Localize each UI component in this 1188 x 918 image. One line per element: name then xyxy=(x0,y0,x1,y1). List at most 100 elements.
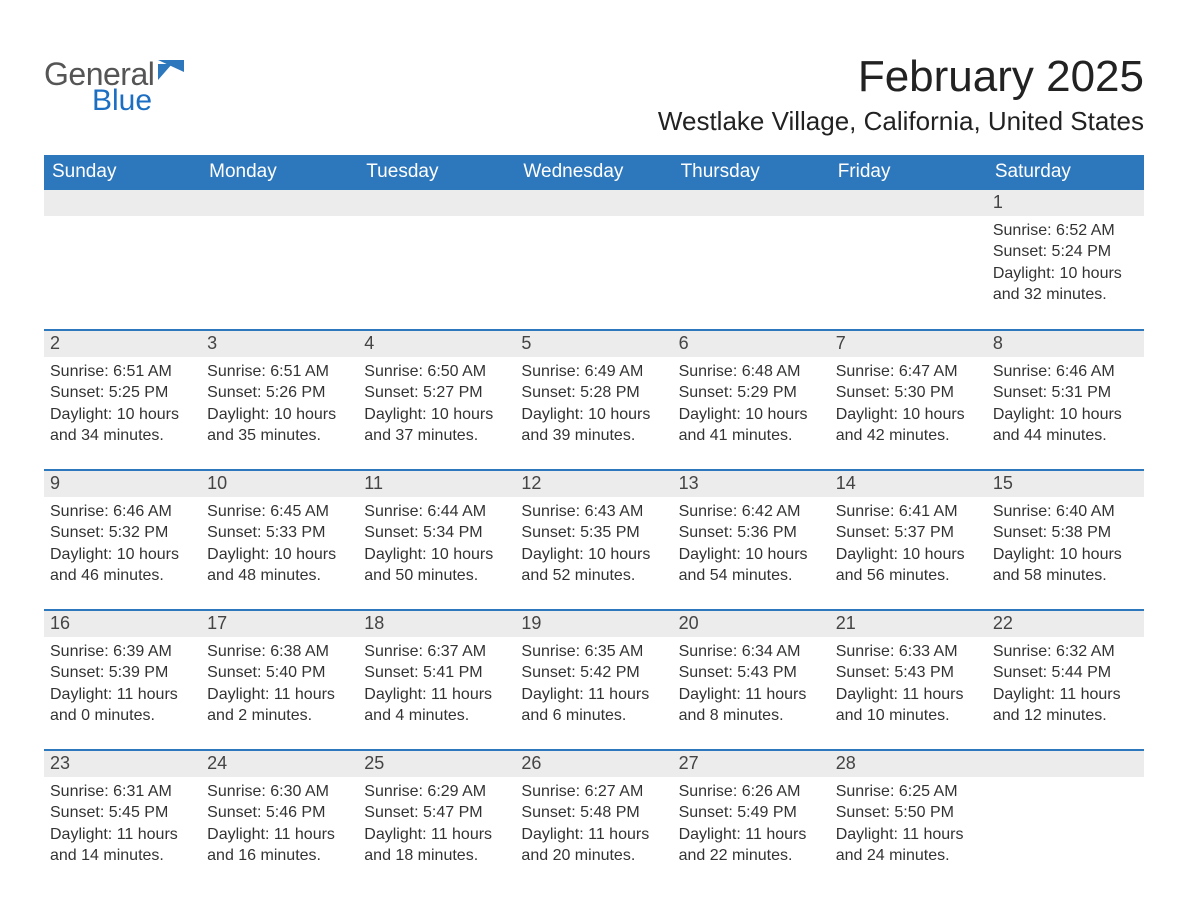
daylight: Daylight: 11 hours and 14 minutes. xyxy=(50,824,195,867)
sunrise: Sunrise: 6:44 AM xyxy=(364,501,509,523)
calendar-week: 1Sunrise: 6:52 AMSunset: 5:24 PMDaylight… xyxy=(44,190,1144,330)
daylight: Daylight: 11 hours and 6 minutes. xyxy=(521,684,666,727)
calendar-day: 10Sunrise: 6:45 AMSunset: 5:33 PMDayligh… xyxy=(201,470,358,610)
day-number: 12 xyxy=(515,471,672,497)
sunrise: Sunrise: 6:38 AM xyxy=(207,641,352,663)
day-number xyxy=(515,190,672,216)
day-details: Sunrise: 6:46 AMSunset: 5:31 PMDaylight:… xyxy=(987,357,1144,447)
sunrise: Sunrise: 6:42 AM xyxy=(679,501,824,523)
daylight: Daylight: 11 hours and 10 minutes. xyxy=(836,684,981,727)
title-block: February 2025 Westlake Village, Californ… xyxy=(658,40,1144,155)
sunrise: Sunrise: 6:43 AM xyxy=(521,501,666,523)
logo: General Blue xyxy=(44,40,192,118)
day-number: 25 xyxy=(358,751,515,777)
sunset: Sunset: 5:35 PM xyxy=(521,522,666,544)
daylight: Daylight: 10 hours and 44 minutes. xyxy=(993,404,1138,447)
day-details: Sunrise: 6:35 AMSunset: 5:42 PMDaylight:… xyxy=(515,637,672,727)
day-details: Sunrise: 6:33 AMSunset: 5:43 PMDaylight:… xyxy=(830,637,987,727)
day-number: 9 xyxy=(44,471,201,497)
daylight: Daylight: 10 hours and 37 minutes. xyxy=(364,404,509,447)
day-details: Sunrise: 6:34 AMSunset: 5:43 PMDaylight:… xyxy=(673,637,830,727)
daylight: Daylight: 10 hours and 54 minutes. xyxy=(679,544,824,587)
location: Westlake Village, California, United Sta… xyxy=(658,106,1144,137)
day-number xyxy=(201,190,358,216)
calendar-day: 7Sunrise: 6:47 AMSunset: 5:30 PMDaylight… xyxy=(830,330,987,470)
day-number xyxy=(830,190,987,216)
day-details: Sunrise: 6:31 AMSunset: 5:45 PMDaylight:… xyxy=(44,777,201,867)
day-details: Sunrise: 6:45 AMSunset: 5:33 PMDaylight:… xyxy=(201,497,358,587)
daylight: Daylight: 10 hours and 39 minutes. xyxy=(521,404,666,447)
daylight: Daylight: 11 hours and 0 minutes. xyxy=(50,684,195,727)
calendar-day: 3 Sunrise: 6:51 AMSunset: 5:26 PMDaylight… xyxy=(201,330,358,470)
sunset: Sunset: 5:38 PM xyxy=(993,522,1138,544)
month-title: February 2025 xyxy=(658,52,1144,102)
sunrise: Sunrise: 6:49 AM xyxy=(521,361,666,383)
day-number: 7 xyxy=(830,331,987,357)
daylight: Daylight: 11 hours and 4 minutes. xyxy=(364,684,509,727)
calendar-day: 20Sunrise: 6:34 AMSunset: 5:43 PMDayligh… xyxy=(673,610,830,750)
sunset: Sunset: 5:27 PM xyxy=(364,382,509,404)
sunset: Sunset: 5:26 PM xyxy=(207,382,352,404)
logo-blue-text: Blue xyxy=(92,84,154,118)
daylight: Daylight: 10 hours and 34 minutes. xyxy=(50,404,195,447)
day-number: 21 xyxy=(830,611,987,637)
sunset: Sunset: 5:24 PM xyxy=(993,241,1138,263)
day-number: 3 xyxy=(201,331,358,357)
calendar-day: 6Sunrise: 6:48 AMSunset: 5:29 PMDaylight… xyxy=(673,330,830,470)
day-details: Sunrise: 6:50 AMSunset: 5:27 PMDaylight:… xyxy=(358,357,515,447)
day-number: 24 xyxy=(201,751,358,777)
sunrise: Sunrise: 6:31 AM xyxy=(50,781,195,803)
daylight: Daylight: 10 hours and 48 minutes. xyxy=(207,544,352,587)
sunrise: Sunrise: 6:29 AM xyxy=(364,781,509,803)
sunset: Sunset: 5:48 PM xyxy=(521,802,666,824)
day-details: Sunrise: 6:27 AMSunset: 5:48 PMDaylight:… xyxy=(515,777,672,867)
calendar-day: 17Sunrise: 6:38 AMSunset: 5:40 PMDayligh… xyxy=(201,610,358,750)
day-number: 23 xyxy=(44,751,201,777)
calendar-day: 25Sunrise: 6:29 AMSunset: 5:47 PMDayligh… xyxy=(358,750,515,890)
calendar-day: 24Sunrise: 6:30 AMSunset: 5:46 PMDayligh… xyxy=(201,750,358,890)
sunset: Sunset: 5:39 PM xyxy=(50,662,195,684)
sunset: Sunset: 5:37 PM xyxy=(836,522,981,544)
day-details: Sunrise: 6:49 AMSunset: 5:28 PMDaylight:… xyxy=(515,357,672,447)
weekday-header: Tuesday xyxy=(358,155,515,190)
sunrise: Sunrise: 6:37 AM xyxy=(364,641,509,663)
calendar-day: 8Sunrise: 6:46 AMSunset: 5:31 PMDaylight… xyxy=(987,330,1144,470)
day-details: Sunrise: 6:42 AMSunset: 5:36 PMDaylight:… xyxy=(673,497,830,587)
calendar-day: 11 Sunrise: 6:44 AMSunset: 5:34 PMDayligh… xyxy=(358,470,515,610)
weekday-header: Sunday xyxy=(44,155,201,190)
day-details: Sunrise: 6:48 AMSunset: 5:29 PMDaylight:… xyxy=(673,357,830,447)
day-number: 14 xyxy=(830,471,987,497)
daylight: Daylight: 11 hours and 24 minutes. xyxy=(836,824,981,867)
daylight: Daylight: 10 hours and 56 minutes. xyxy=(836,544,981,587)
day-details: Sunrise: 6:32 AMSunset: 5:44 PMDaylight:… xyxy=(987,637,1144,727)
day-details: Sunrise: 6:30 AMSunset: 5:46 PMDaylight:… xyxy=(201,777,358,867)
sunrise: Sunrise: 6:51 AM xyxy=(207,361,352,383)
day-number: 6 xyxy=(673,331,830,357)
sunrise: Sunrise: 6:48 AM xyxy=(679,361,824,383)
day-details: Sunrise: 6:40 AMSunset: 5:38 PMDaylight:… xyxy=(987,497,1144,587)
day-details: Sunrise: 6:51 AMSunset: 5:25 PMDaylight:… xyxy=(44,357,201,447)
day-details: Sunrise: 6:46 AMSunset: 5:32 PMDaylight:… xyxy=(44,497,201,587)
sunset: Sunset: 5:31 PM xyxy=(993,382,1138,404)
day-details: Sunrise: 6:26 AMSunset: 5:49 PMDaylight:… xyxy=(673,777,830,867)
sunrise: Sunrise: 6:27 AM xyxy=(521,781,666,803)
sunset: Sunset: 5:47 PM xyxy=(364,802,509,824)
calendar-week: 2Sunrise: 6:51 AMSunset: 5:25 PMDaylight… xyxy=(44,330,1144,470)
day-number: 18 xyxy=(358,611,515,637)
sunrise: Sunrise: 6:40 AM xyxy=(993,501,1138,523)
calendar-day: 23Sunrise: 6:31 AMSunset: 5:45 PMDayligh… xyxy=(44,750,201,890)
day-details: Sunrise: 6:41 AMSunset: 5:37 PMDaylight:… xyxy=(830,497,987,587)
sunset: Sunset: 5:50 PM xyxy=(836,802,981,824)
header: General Blue February 2025 Westlake Vill… xyxy=(44,40,1144,155)
day-number: 5 xyxy=(515,331,672,357)
day-number: 11 xyxy=(358,471,515,497)
day-details: Sunrise: 6:52 AMSunset: 5:24 PMDaylight:… xyxy=(987,216,1144,306)
sunset: Sunset: 5:34 PM xyxy=(364,522,509,544)
daylight: Daylight: 10 hours and 35 minutes. xyxy=(207,404,352,447)
day-number: 26 xyxy=(515,751,672,777)
day-number: 17 xyxy=(201,611,358,637)
calendar-day: 28Sunrise: 6:25 AMSunset: 5:50 PMDayligh… xyxy=(830,750,987,890)
calendar-day-empty xyxy=(673,190,830,330)
daylight: Daylight: 10 hours and 42 minutes. xyxy=(836,404,981,447)
daylight: Daylight: 10 hours and 50 minutes. xyxy=(364,544,509,587)
